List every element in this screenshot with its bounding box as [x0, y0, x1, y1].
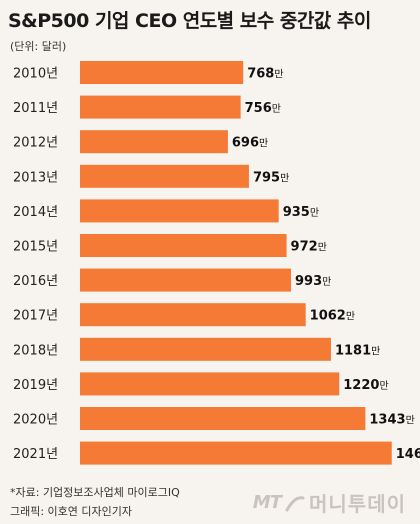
category-label: 2015년 [13, 240, 58, 255]
category-label: 2017년 [13, 309, 58, 324]
data-label: 993만 [295, 274, 331, 289]
bar [80, 234, 287, 257]
data-label: 1220만 [343, 378, 388, 393]
logo-swoosh-icon [285, 495, 305, 511]
category-label: 2018년 [13, 343, 58, 358]
category-label: 2021년 [13, 447, 58, 462]
data-label: 1343만 [369, 413, 414, 428]
data-label: 1467만 [396, 447, 420, 462]
data-label: 972만 [291, 240, 327, 255]
category-label: 2014년 [13, 205, 58, 220]
bar [80, 164, 249, 188]
category-label: 2020년 [13, 413, 58, 428]
data-label: 768만 [247, 67, 283, 82]
category-label: 2016년 [13, 274, 58, 289]
bar [80, 268, 292, 292]
bar [80, 372, 340, 396]
category-label: 2019년 [13, 378, 58, 393]
mt-logo: MT 머니투데이 [253, 488, 406, 517]
logo-name: 머니투데이 [309, 492, 406, 516]
logo-mark: MT [252, 492, 282, 513]
chart-title: S&P500 기업 CEO 연도별 보수 중간값 추이 [8, 10, 371, 32]
bar [80, 130, 228, 154]
category-label: 2013년 [13, 170, 58, 185]
bar [80, 61, 244, 84]
data-label: 696만 [232, 136, 268, 151]
category-label: 2010년 [13, 67, 58, 82]
bar [80, 95, 241, 119]
unit-label: (단위: 달러) [10, 40, 67, 53]
bar [80, 199, 279, 223]
data-label: 795만 [253, 170, 289, 185]
category-label: 2012년 [13, 136, 58, 151]
data-label: 1062만 [310, 309, 355, 324]
bar [80, 337, 331, 361]
bar-chart: 2010년 768만 2011년 756만 2012년 696만 2013년 795만 2014… [13, 61, 420, 465]
source-note: *자료: 기업정보조사업체 마이로그IQ [10, 486, 180, 499]
category-label: 2011년 [13, 101, 58, 116]
bar [80, 441, 392, 465]
data-label: 935만 [283, 205, 319, 220]
bar [80, 303, 306, 327]
data-label: 756만 [245, 101, 281, 116]
graphic-credit: 그래픽: 이호연 디자인기자 [10, 505, 133, 518]
bar [80, 407, 366, 430]
data-label: 1181만 [335, 343, 380, 358]
